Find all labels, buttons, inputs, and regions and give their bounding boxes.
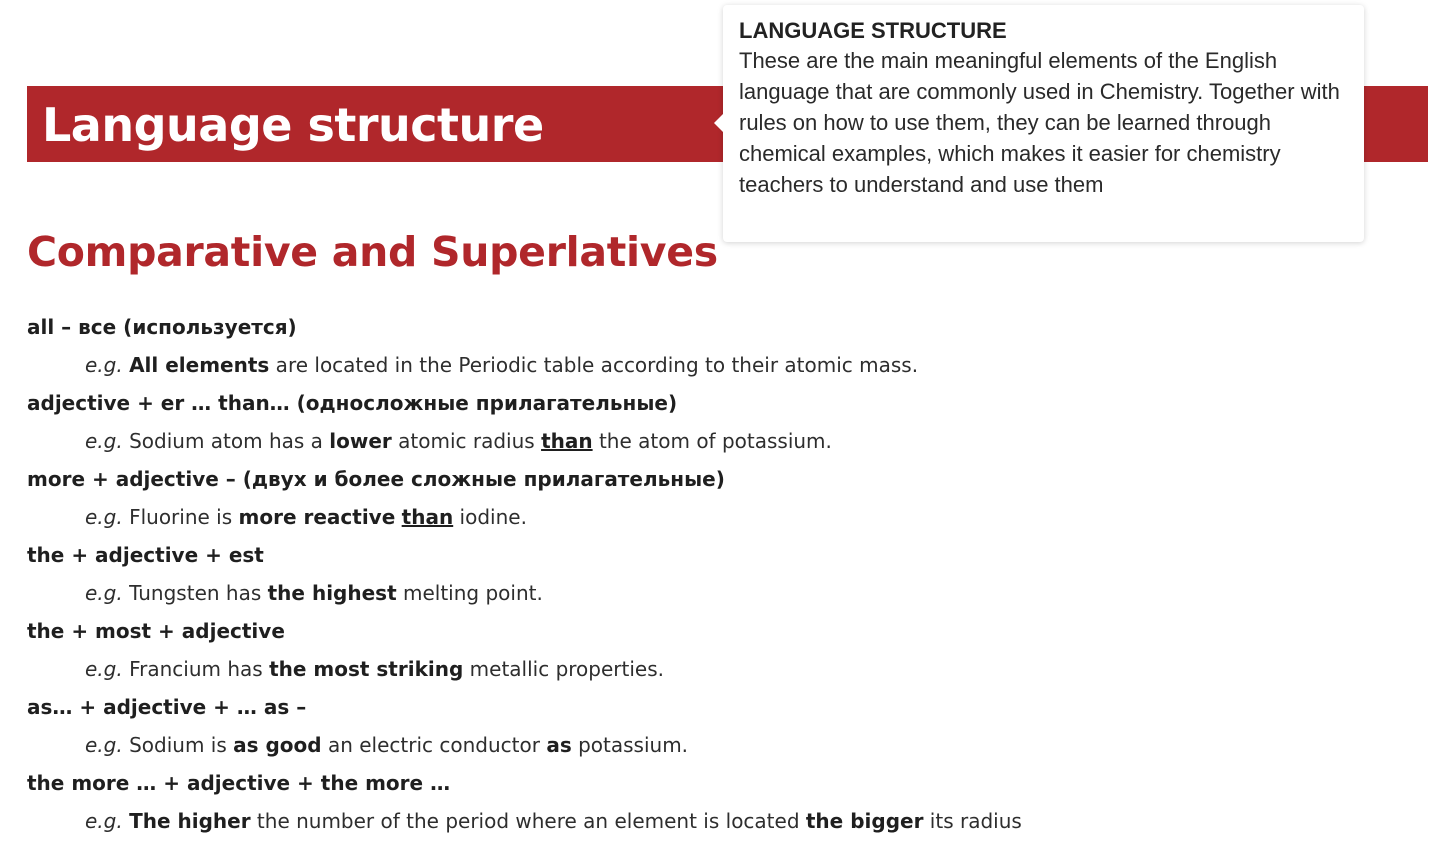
example-text: the number of the period where an elemen… [250,809,806,833]
example-label: e.g. [85,733,123,757]
example-text: metallic properties. [463,657,664,681]
example-label: e.g. [85,809,123,833]
rule-pattern: more + adjective – (двух и более сложные… [27,467,725,491]
rule-pattern: the + most + adjective [27,619,285,643]
rule-pattern: all – все (используется) [27,315,297,339]
example-text: an electric conductor [321,733,547,757]
example-text: iodine. [453,505,527,529]
rule-example: e.g. Fluorine is more reactive than iodi… [27,498,1427,536]
example-keyword: as good [233,733,322,757]
rule-item: more + adjective – (двух и более сложные… [27,460,1427,536]
rule-example: e.g. Sodium atom has a lower atomic radi… [27,422,1427,460]
example-keyword: the highest [267,581,397,605]
example-label: e.g. [85,353,123,377]
example-keyword: the bigger [805,809,924,833]
example-text: its radius [923,809,1022,833]
rule-item: the more … + adjective + the more … e.g. … [27,764,1427,840]
example-keyword: more reactive [238,505,396,529]
rule-pattern: adjective + er … than… (односложные прил… [27,391,678,415]
example-text: Fluorine is [129,505,239,529]
example-keyword: lower [329,429,392,453]
page-title: Language structure [42,98,544,152]
rules-list: all – все (используется) e.g. All element… [27,308,1427,840]
example-keyword: as [546,733,572,757]
rule-example: e.g. All elements are located in the Per… [27,346,1427,384]
example-label: e.g. [85,581,123,605]
tooltip-title: LANGUAGE STRUCTURE [739,18,1007,43]
rule-example: e.g. Francium has the most striking meta… [27,650,1427,688]
rule-item: adjective + er … than… (односложные прил… [27,384,1427,460]
example-keyword: The higher [129,809,251,833]
example-text: Tungsten has [129,581,268,605]
section-title: Comparative and Superlatives [27,228,718,276]
tooltip-pointer [714,114,723,132]
example-keyword: than [541,429,593,453]
rule-pattern: the + adjective + est [27,543,264,567]
example-keyword: than [401,505,454,529]
rule-pattern: the more … + adjective + the more … [27,771,451,795]
example-label: e.g. [85,505,123,529]
rule-item: the + most + adjective e.g. Francium has … [27,612,1427,688]
glossary-tooltip: LANGUAGE STRUCTURE These are the main me… [714,5,1364,242]
rule-item: as… + adjective + … as – e.g. Sodium is a… [27,688,1427,764]
rule-example: e.g. Sodium is as good an electric condu… [27,726,1427,764]
example-text: Sodium atom has a [129,429,330,453]
example-text: potassium. [571,733,689,757]
example-keyword: All elements [129,353,270,377]
example-text: melting point. [396,581,543,605]
rule-example: e.g. Tungsten has the highest melting po… [27,574,1427,612]
example-text: atomic radius [391,429,542,453]
example-label: e.g. [85,429,123,453]
example-label: e.g. [85,657,123,681]
rule-pattern: as… + adjective + … as – [27,695,307,719]
example-text: Francium has [129,657,270,681]
rule-item: the + adjective + est e.g. Tungsten has t… [27,536,1427,612]
example-keyword: the most striking [269,657,464,681]
example-text: the atom of potassium. [592,429,832,453]
tooltip-body: These are the main meaningful elements o… [739,48,1340,197]
rule-example: e.g. The higher the number of the period… [27,802,1427,840]
rule-item: all – все (используется) e.g. All element… [27,308,1427,384]
example-text: are located in the Periodic table accord… [269,353,919,377]
example-text: Sodium is [129,733,234,757]
